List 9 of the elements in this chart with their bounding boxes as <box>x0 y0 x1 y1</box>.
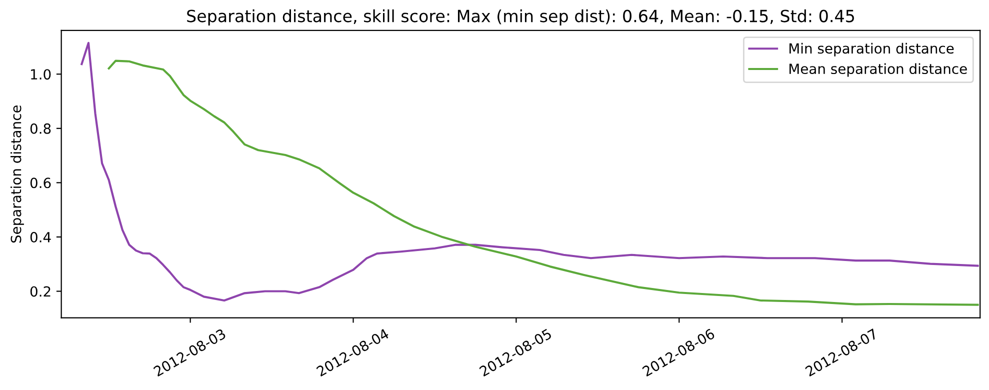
y-tick-label: 0.2 <box>30 286 50 297</box>
legend-label: Min separation distance <box>790 42 954 56</box>
legend-label: Mean separation distance <box>790 63 967 77</box>
y-tick-label: 1.0 <box>31 69 51 80</box>
y-tick-label: 0.6 <box>30 178 51 188</box>
y-axis-title: Separation distance <box>10 105 24 243</box>
chart-title: Separation distance, skill score: Max (min sep dist): 0.64, Mean: -0.15, Std: 0.45 <box>187 9 854 26</box>
y-tick-label: 0.8 <box>30 123 51 134</box>
y-tick-label: 0.4 <box>30 232 51 242</box>
